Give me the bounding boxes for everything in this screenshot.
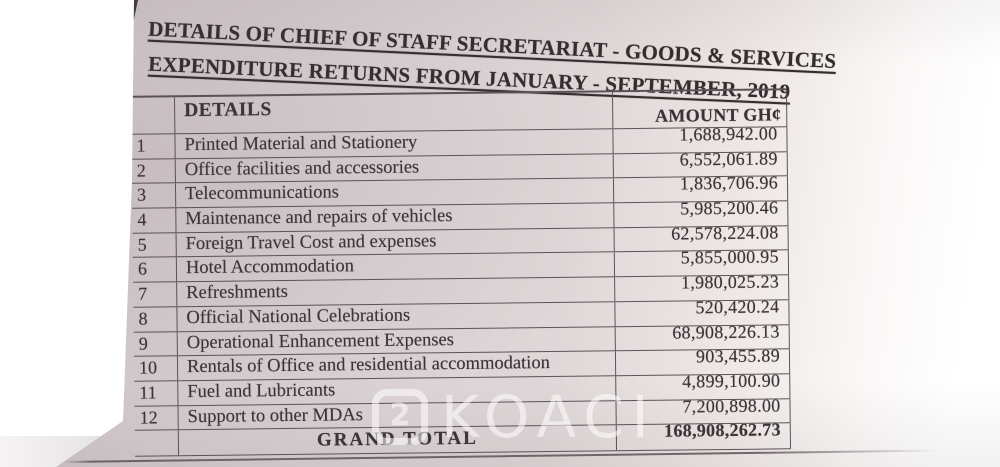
- row-number-cell: 11: [134, 381, 179, 406]
- row-details-cell: Office facilities and accessories: [175, 153, 614, 183]
- row-number-cell: 4: [132, 208, 177, 233]
- row-amount-cell: 6,552,061.89: [613, 148, 788, 178]
- row-amount-cell: 1,980,025.23: [615, 271, 790, 302]
- row-amount-text: 6,552,061.89: [679, 148, 778, 170]
- table-row: 7 Refreshments 1,980,025.23: [133, 271, 790, 308]
- row-number-cell: 8: [133, 307, 178, 332]
- row-details-cell: Telecommunications: [175, 178, 615, 208]
- row-details-cell: Refreshments: [177, 277, 616, 307]
- row-amount-text: 5,985,200.46: [680, 197, 779, 219]
- row-amount-text: 68,908,226.13: [672, 320, 780, 343]
- row-amount-cell: 1,688,942.00: [613, 123, 788, 153]
- row-amount-text: 520,420.24: [695, 296, 780, 318]
- column-header-amount-text: AMOUNT GH¢: [654, 104, 782, 126]
- row-amount-cell: 68,908,226.13: [615, 321, 790, 351]
- table-row: 10 Rentals of Office and residential acc…: [133, 345, 791, 382]
- row-number-cell: 7: [133, 282, 178, 307]
- table-row: 3 Telecommunications 1,836,706.96: [131, 173, 789, 209]
- koaci-logo-icon: 2: [372, 389, 428, 445]
- row-details-cell: Operational Enhancement Expenses: [177, 326, 616, 356]
- koaci-watermark: 2 KOACI: [372, 388, 657, 446]
- row-amount-text: 5,855,000.95: [680, 246, 779, 268]
- row-number-cell: 3: [131, 183, 177, 208]
- table-row: 1 Printed Material and Stationery 1,688,…: [131, 123, 788, 160]
- koaci-logo-glyph: 2: [389, 398, 411, 433]
- column-header-number-cell: [130, 97, 176, 134]
- row-amount-cell: 520,420.24: [615, 296, 790, 326]
- row-number-cell: 5: [132, 232, 177, 258]
- grand-total-amount-text: 168,908,262.73: [663, 419, 781, 441]
- table-row: 6 Hotel Accommodation 5,855,000.95: [132, 247, 790, 283]
- row-details-cell: Rentals of Office and residential accomm…: [177, 351, 617, 381]
- row-details-cell: Hotel Accommodation: [176, 252, 616, 282]
- row-amount-text: 1,688,942.00: [679, 123, 778, 145]
- row-amount-text: 4,899,100.90: [682, 370, 781, 392]
- paper-edge-shadow: [124, 0, 140, 25]
- column-header-amount: AMOUNT GH¢: [612, 90, 788, 129]
- row-amount-text: 903,455.89: [695, 345, 781, 367]
- table-row: 9 Operational Enhancement Expenses 68,90…: [133, 321, 790, 357]
- document-title-line-2: EXPENDITURE RETURNS FROM JANUARY - SEPTE…: [147, 51, 791, 104]
- row-amount-text: 62,578,224.08: [671, 222, 779, 244]
- document-title-line-1: DETAILS OF CHIEF OF STAFF SECRETARIAT - …: [147, 16, 837, 74]
- row-number-cell: 1: [131, 134, 176, 159]
- table-row: 5 Foreign Travel Cost and expenses 62,57…: [132, 222, 789, 259]
- row-amount-text: 1,836,706.96: [679, 172, 779, 194]
- row-amount-cell: 62,578,224.08: [614, 222, 789, 252]
- row-details-cell: Printed Material and Stationery: [175, 129, 614, 158]
- row-details-cell: Official National Celebrations: [177, 302, 616, 331]
- row-amount-text: 1,980,025.23: [680, 271, 780, 293]
- column-header-details: DETAILS: [174, 92, 614, 134]
- koaci-watermark-text: KOACI: [441, 383, 657, 451]
- table-row: 2 Office facilities and accessories 6,55…: [131, 148, 788, 185]
- row-amount-cell: 5,855,000.95: [614, 247, 790, 277]
- row-amount-cell: 5,985,200.46: [614, 197, 789, 228]
- row-number-cell: 10: [133, 356, 179, 381]
- table-row: 4 Maintenance and repairs of vehicles 5,…: [132, 197, 789, 234]
- row-number-cell: 2: [131, 158, 176, 184]
- row-amount-cell: 1,836,706.96: [613, 173, 789, 203]
- row-amount-text: 7,200,898.00: [682, 394, 781, 417]
- table-bottom-rule: [64, 449, 974, 463]
- row-details-cell: Maintenance and repairs of vehicles: [176, 203, 615, 232]
- document-title: DETAILS OF CHIEF OF STAFF SECRETARIAT - …: [148, 17, 837, 104]
- row-number-cell: 9: [133, 331, 178, 356]
- row-amount-cell: 903,455.89: [615, 345, 791, 376]
- row-number-cell: 6: [132, 257, 178, 282]
- table-header-row: DETAILS AMOUNT GH¢: [130, 90, 788, 135]
- table-row: 8 Official National Celebrations 520,420…: [133, 296, 790, 333]
- row-details-cell: Foreign Travel Cost and expenses: [176, 228, 615, 257]
- row-number-cell: 12: [134, 405, 179, 430]
- grand-total-number-cell: [134, 430, 180, 456]
